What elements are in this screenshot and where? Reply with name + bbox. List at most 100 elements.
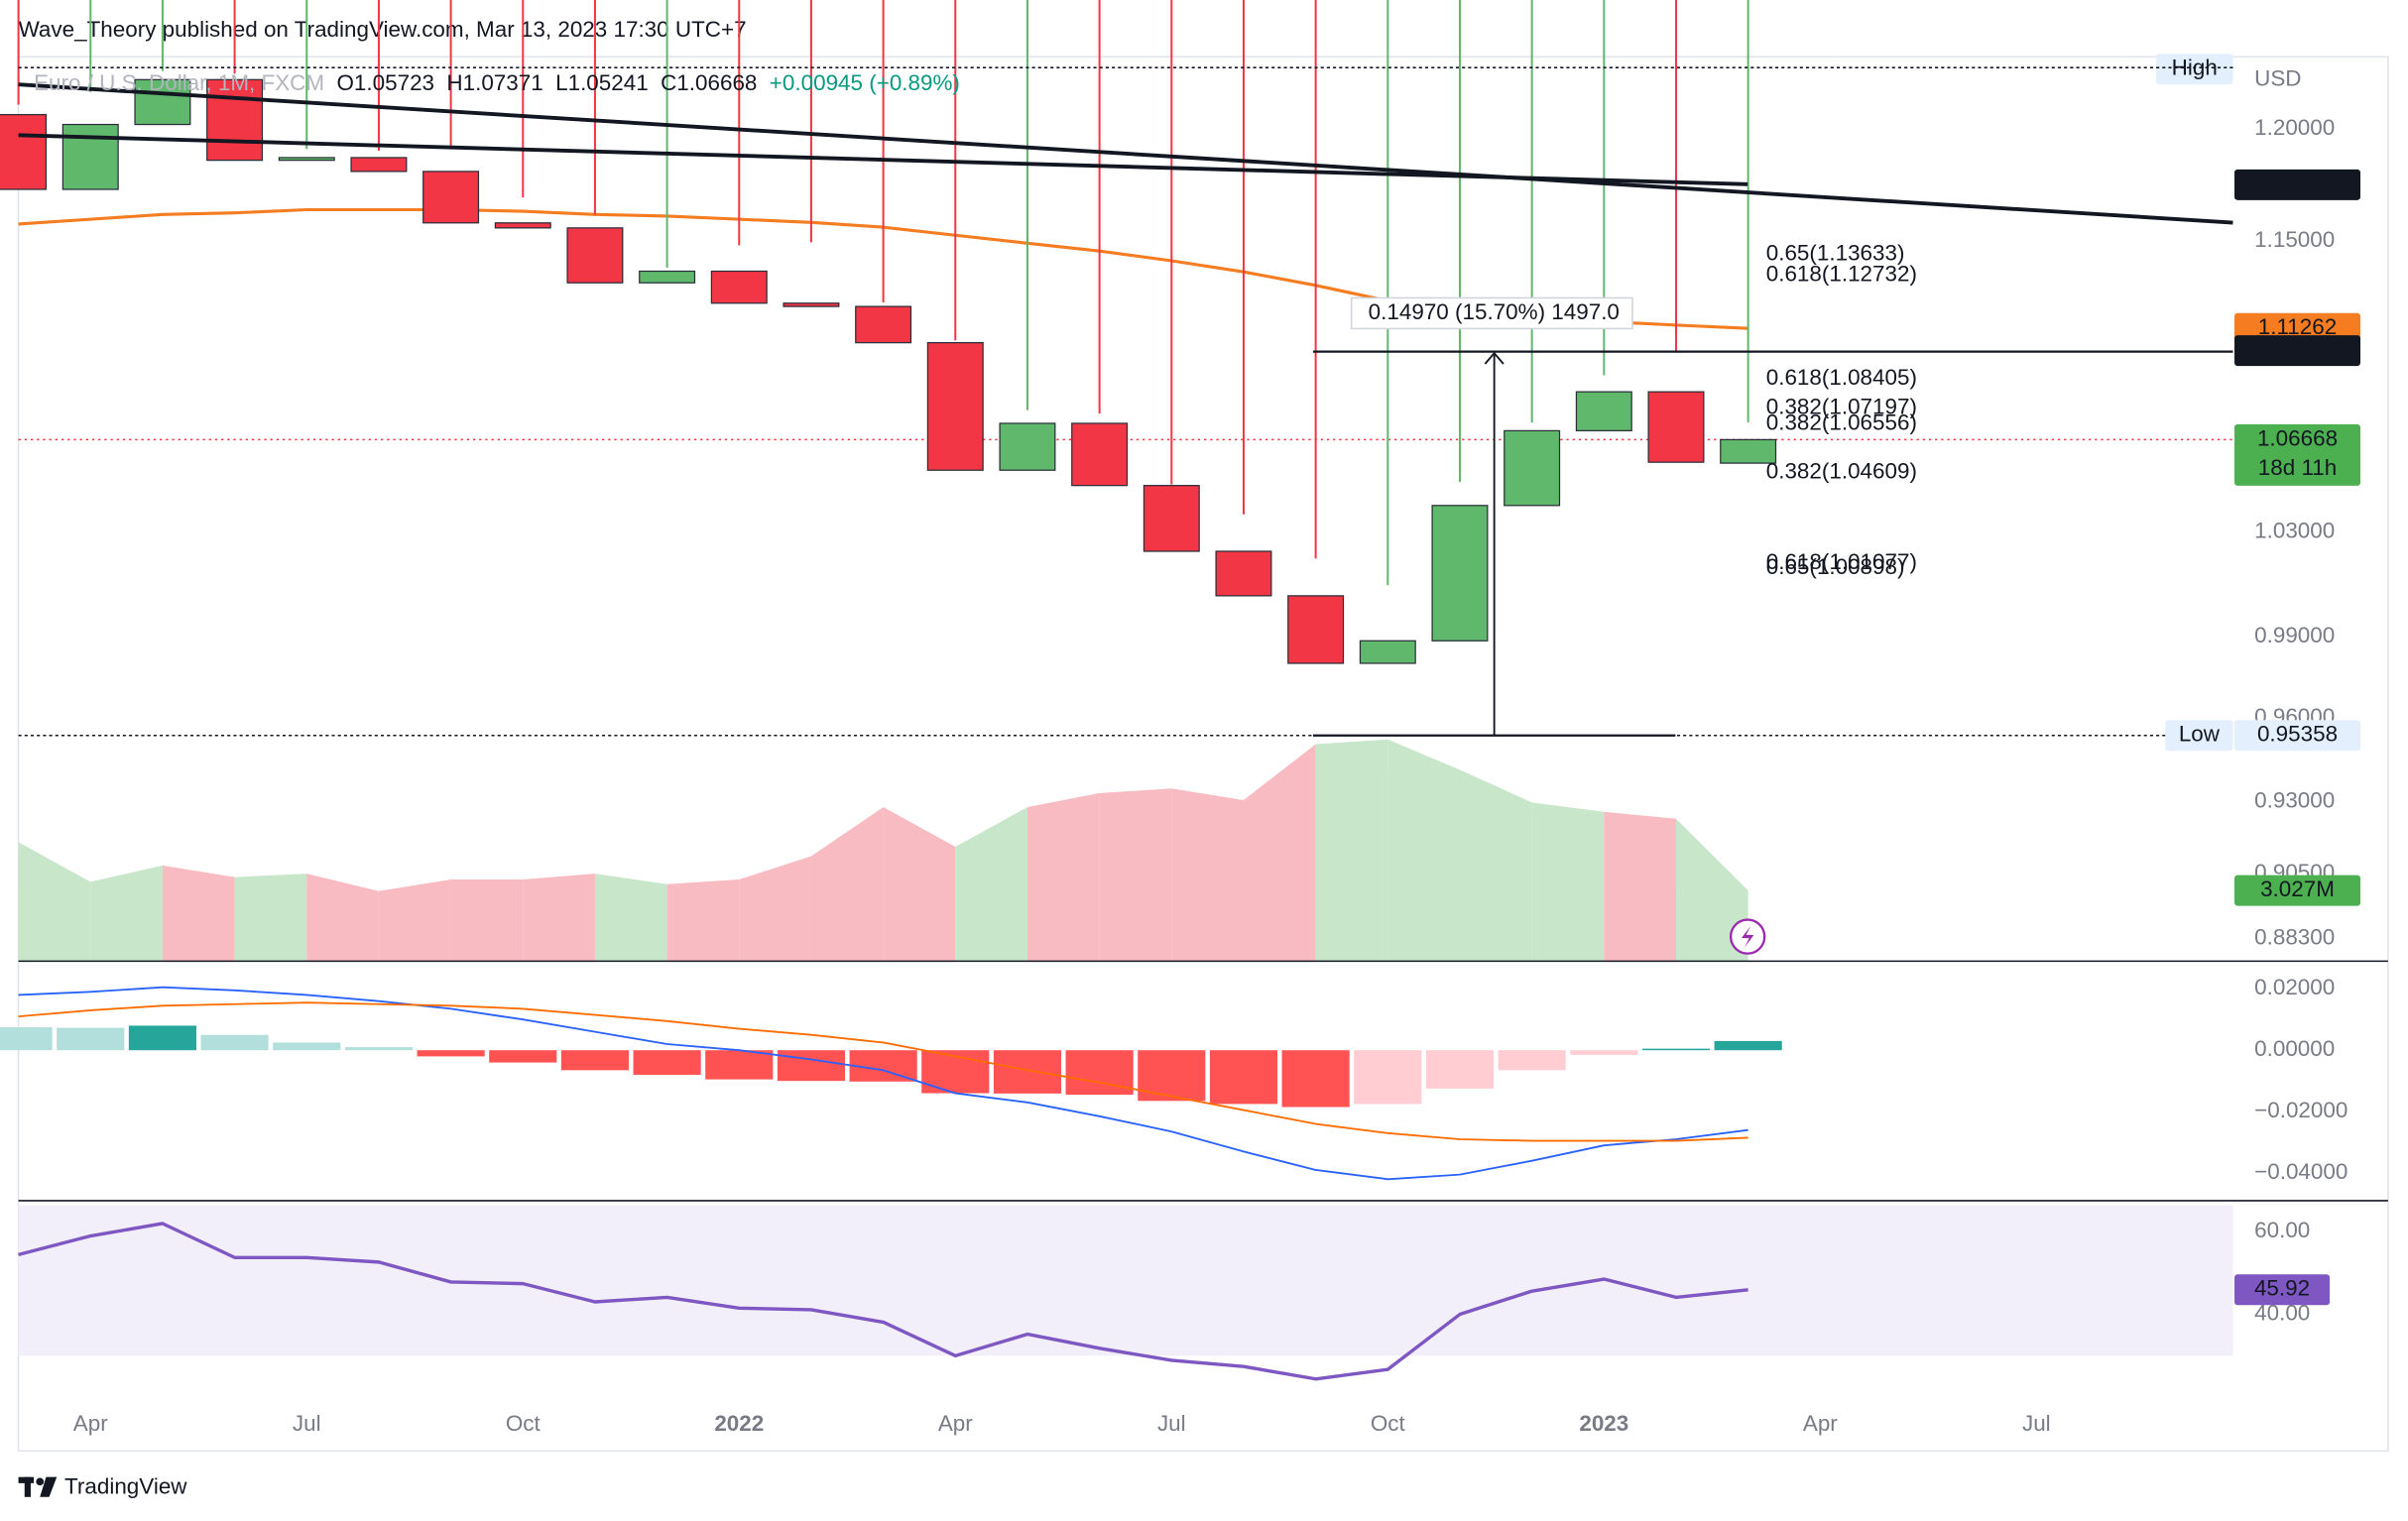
measure-box	[1350, 296, 1633, 330]
trendline	[18, 82, 2233, 225]
fib-label: 0.618(1.12732)	[1766, 262, 1917, 287]
x-tick-label: Jul	[2022, 1411, 2051, 1436]
macd-histogram-bar	[1498, 1050, 1566, 1071]
fib-label: 0.382(1.06556)	[1766, 410, 1917, 435]
legend: Euro / U.S. Dollar, 1M, FXCM O1.05723 H1.0…	[34, 70, 960, 95]
candle-body	[1071, 422, 1129, 487]
macd-histogram-bar	[1138, 1050, 1206, 1102]
fib-label: 0.618(1.08405)	[1766, 365, 1917, 390]
volume-area	[810, 807, 884, 962]
candle-body	[422, 171, 480, 224]
logo-part	[40, 1476, 58, 1497]
macd-histogram-bar	[560, 1050, 630, 1071]
rsi-last-label: 45.92	[2254, 1276, 2310, 1301]
fib-label: 0.65(1.13633)	[1766, 240, 1905, 265]
macd-histogram-bar	[489, 1050, 557, 1063]
x-tick-label: 2023	[1579, 1411, 1628, 1436]
volume-area	[306, 874, 379, 962]
candle-body	[1359, 640, 1416, 664]
legend-item: O1.05723	[336, 70, 434, 95]
low-value-label: 0.95358	[2257, 722, 2338, 747]
macd-histogram-bar	[57, 1027, 125, 1051]
volume-area	[955, 807, 1027, 962]
volume-label-box	[2234, 875, 2360, 906]
candle-body	[1575, 391, 1632, 432]
volume-label: 3.027M	[2260, 877, 2335, 901]
volume-area	[234, 874, 307, 962]
legend-item: C1.06668	[661, 70, 757, 95]
y-tick-label: 1.15000	[2254, 227, 2335, 252]
x-tick-label: Jul	[293, 1411, 321, 1436]
macd-tick-label: 0.00000	[2254, 1036, 2335, 1061]
x-tick-label: Oct	[1371, 1411, 1406, 1436]
legend-change: +0.00945 (+0.89%)	[770, 70, 960, 95]
fib-label: 0.382(1.04609)	[1766, 459, 1917, 484]
candle-body	[1143, 485, 1200, 552]
volume-area	[1604, 811, 1676, 962]
volume-area	[739, 856, 811, 962]
macd-tick-label: −0.04000	[2254, 1159, 2348, 1184]
volume-area	[18, 842, 91, 962]
level-label: 1.17485	[2257, 171, 2338, 195]
footer-brand: TradingView	[64, 1473, 187, 1498]
candle-body	[710, 270, 768, 304]
macd-line	[18, 986, 1748, 1181]
y-tick-label: 0.93000	[2254, 787, 2335, 812]
volume-area	[1171, 788, 1244, 962]
macd-histogram-bar	[1354, 1050, 1422, 1105]
level-label: 1.11262	[2258, 314, 2337, 339]
macd-histogram-bar	[200, 1034, 269, 1051]
volume-area	[523, 874, 595, 962]
x-tick-label: 2022	[714, 1411, 764, 1436]
x-tick-label: Apr	[938, 1411, 973, 1436]
volume-area	[1387, 739, 1460, 962]
level-label-box	[2234, 169, 2360, 200]
fib-label: 0.382(1.07197)	[1766, 395, 1917, 419]
macd-histogram-bar	[777, 1050, 846, 1082]
logo-part	[36, 1477, 45, 1486]
volume-area	[594, 874, 667, 962]
chart-layer: 0.65(1.13633)0.618(1.12732) 0.618(1.08405…	[0, 0, 2360, 1436]
y-tick-label: 0.88300	[2254, 924, 2335, 949]
candle-body	[1431, 505, 1489, 642]
x-tick-label: Oct	[506, 1411, 542, 1436]
volume-area	[1459, 769, 1532, 962]
last-price-label: 1.06668	[2257, 425, 2338, 450]
macd-histogram-bar	[1209, 1050, 1278, 1105]
rsi-tick-label: 60.00	[2254, 1218, 2310, 1242]
measure-label: 0.14970 (15.70%) 1497.0	[1369, 299, 1620, 324]
volume-area	[883, 807, 956, 962]
volume-area	[450, 879, 524, 962]
fib-label: 0.618(1.01077)	[1766, 549, 1917, 574]
macd-histogram-bar	[344, 1047, 413, 1051]
chart-frame	[17, 56, 2389, 1453]
high-box	[2156, 54, 2233, 85]
candle-body	[1504, 429, 1561, 507]
candle-body	[134, 78, 191, 126]
last-price-box	[2234, 423, 2360, 486]
candle-body	[855, 305, 912, 344]
fib-label: 0.65(1.00898)	[1766, 554, 1905, 579]
rsi-band	[18, 1205, 2233, 1356]
y-tick-label: 0.99000	[2254, 623, 2335, 647]
x-tick-label: Jul	[1157, 1411, 1186, 1436]
x-tick-label: Apr	[73, 1411, 108, 1436]
macd-histogram-bar	[273, 1042, 341, 1051]
macd-histogram-bar	[1425, 1050, 1495, 1089]
candle-body	[494, 222, 551, 229]
candle-body	[1287, 595, 1345, 664]
legend-item: H1.07371	[446, 70, 542, 95]
candle-body	[350, 157, 408, 173]
volume-area	[1026, 792, 1100, 962]
candle-body	[566, 227, 624, 284]
candle-body	[639, 270, 696, 284]
published-line: Wave_Theory published on TradingView.com…	[19, 17, 747, 42]
macd-histogram-bar	[705, 1050, 774, 1080]
volume-area	[1315, 739, 1388, 962]
volume-area	[666, 879, 740, 962]
macd-histogram-bar	[1281, 1050, 1350, 1108]
rsi-box	[2234, 1274, 2331, 1306]
rsi-line	[18, 1222, 1748, 1381]
candle-body	[278, 157, 335, 162]
